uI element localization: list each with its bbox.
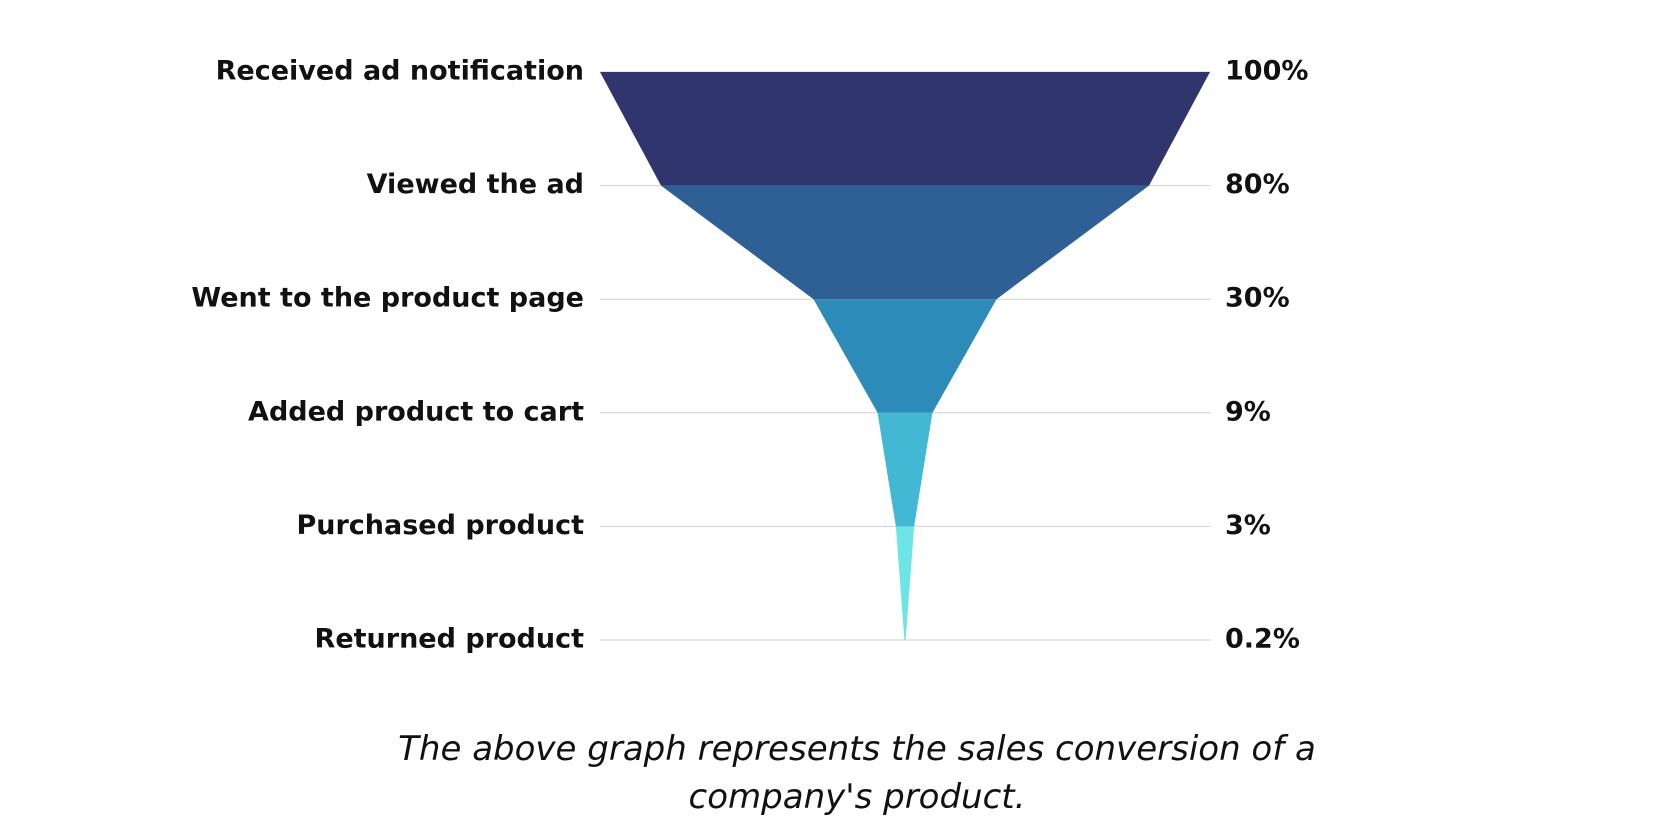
- caption: The above graph represents the sales con…: [398, 729, 1316, 817]
- stage-label: Went to the product page: [191, 283, 584, 314]
- value-label: 80%: [1225, 169, 1290, 200]
- value-label: 0.2%: [1225, 624, 1300, 655]
- funnel-segment: [813, 299, 997, 413]
- stage-label: Added product to cart: [248, 396, 584, 427]
- value-label: 3%: [1225, 510, 1271, 541]
- value-label: 9%: [1225, 396, 1271, 427]
- stage-label: Purchased product: [296, 510, 584, 541]
- stage-label: Viewed the ad: [367, 169, 584, 200]
- stage-label: Returned product: [315, 624, 585, 655]
- funnel-segment: [600, 72, 1210, 186]
- funnel-segment: [661, 185, 1149, 300]
- funnel-segment: [895, 526, 915, 640]
- stage-label: Received ad notification: [216, 56, 584, 87]
- chart: Received ad notification 100% Viewed the a…: [191, 56, 1308, 655]
- value-label: 30%: [1225, 283, 1290, 314]
- value-label: 100%: [1225, 56, 1308, 87]
- funnel-segment: [877, 412, 933, 527]
